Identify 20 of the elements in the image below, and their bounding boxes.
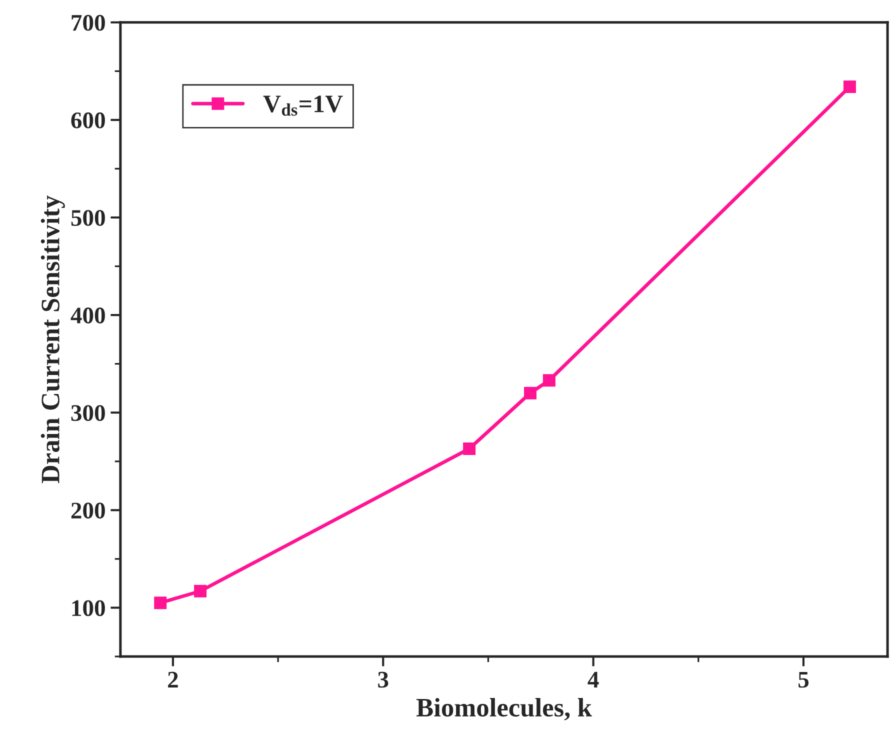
y-tick-label: 100 [72,600,105,616]
x-tick-label: 5 [798,672,809,688]
point [524,386,536,400]
x-axis-title: Biomolecules, k [416,698,592,720]
y-tick-label: 600 [71,112,105,128]
y-tick-label: 300 [71,405,105,422]
x-tick-label: 2 [168,672,178,688]
x-tick-label: 4 [588,672,599,688]
y-tick-label: 400 [70,308,105,324]
x-tick-label: 3 [378,672,388,688]
point [194,584,207,598]
y-tick-label: 700 [72,14,105,31]
legend-label: V$_{ds}$=1V [263,96,343,116]
point [463,442,476,455]
point [542,374,556,387]
point [154,596,167,610]
y-tick-label: 200 [71,502,105,519]
point [843,80,856,94]
y-axis-title: Drain Current Sensitivity [40,196,65,484]
y-tick-label: 500 [71,210,105,226]
